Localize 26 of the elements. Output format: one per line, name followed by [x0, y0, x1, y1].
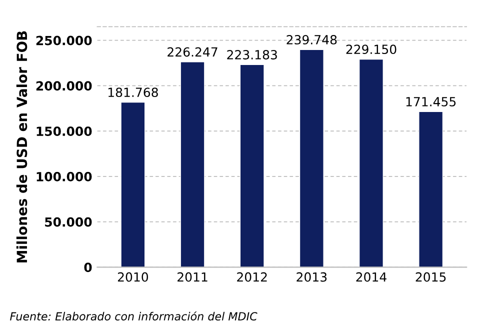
y-tick-label: 200.000 — [36, 81, 92, 91]
data-label: 229.150 — [346, 44, 396, 54]
bar — [180, 62, 205, 268]
x-tick-label: 2015 — [416, 272, 446, 282]
data-label: 171.455 — [406, 97, 456, 106]
bar — [120, 102, 146, 268]
y-tick-label: 150.000 — [36, 126, 92, 136]
source-note: Fuente: Elaborado con información del MDIC — [10, 311, 258, 321]
data-label: 223.183 — [227, 50, 277, 60]
y-tick-label: 50.000 — [45, 217, 92, 227]
y-tick-label: 100.000 — [36, 172, 92, 182]
x-tick-label: 2010 — [118, 272, 148, 282]
data-label: 181.768 — [108, 88, 158, 98]
y-tick-label: 0 — [84, 262, 92, 272]
bar — [299, 49, 324, 268]
x-tick-label: 2013 — [296, 272, 327, 282]
bar — [418, 111, 444, 268]
x-tick-label: 2014 — [356, 272, 386, 282]
y-axis-title: Millones de USD en Valor FOB — [16, 31, 28, 262]
y-tick-label: 250.000 — [36, 36, 92, 46]
data-label: 239.748 — [286, 34, 337, 44]
x-tick-label: 2011 — [178, 272, 208, 282]
x-tick-label: 2012 — [237, 272, 267, 282]
bar — [358, 58, 384, 268]
bar — [240, 64, 264, 268]
data-label: 226.247 — [168, 47, 218, 57]
